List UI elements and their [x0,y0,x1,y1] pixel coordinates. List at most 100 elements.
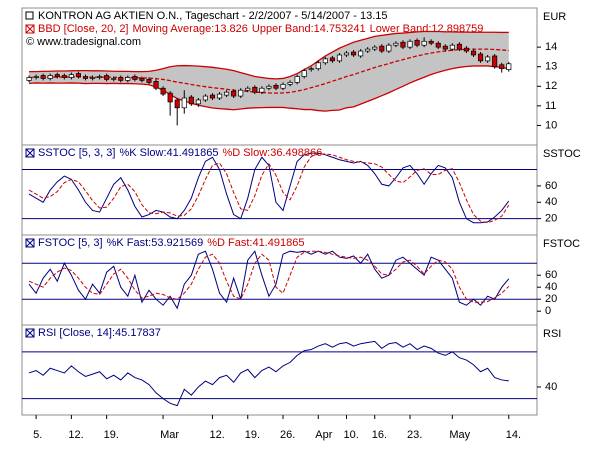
candle-body [245,87,251,91]
candle-body [68,74,74,78]
candle-body [97,76,103,78]
candle-body [470,50,477,56]
candle-body [167,92,173,103]
panel [21,234,538,326]
legend-indicator: RSI [Close, 14]:45.17837 [38,327,161,339]
series-line [28,250,510,310]
y-tick-label: 20 [545,213,557,225]
x-tick-label: 14. [506,429,521,441]
axis-label: SSTOC [543,148,581,160]
indicator-icon [25,148,35,158]
candle-body [54,74,60,77]
candle-body [153,81,159,89]
legend-entry: %D Slow:36.498866 [223,147,323,159]
series-line [28,153,510,224]
legend-entry: Moving Average:13.826 [133,23,248,35]
legend-indicator: SSTOC [5, 3, 3] [38,147,115,159]
candle-body [372,46,378,50]
panel [21,324,538,416]
legend: FSTOC [5, 3] %K Fast:53.921569 %D Fast:41.… [38,237,304,249]
legend: SSTOC [5, 3, 3] %K Slow:41.491865 %D Slow:… [38,147,322,159]
x-tick-label: May [449,429,470,441]
x-tick-label: 19. [104,429,119,441]
candle-body [139,78,145,81]
y-tick-label: 40 [545,381,557,393]
candle-body [181,97,187,109]
candle-body [386,44,392,52]
candle-body [195,99,201,105]
x-tick-label: 12. [68,429,83,441]
y-tick-label: 0 [545,305,551,317]
panel [21,144,538,236]
candle-body [33,76,39,78]
series-line [28,340,509,407]
candle-body [428,40,434,44]
y-tick-label: 20 [545,293,557,305]
candle-body [75,73,81,77]
candle-body [492,55,498,68]
x-tick-label: 16. [372,429,387,441]
candle-body [456,43,462,50]
candle-body [26,77,32,81]
candle-body [146,79,152,83]
candle-body [287,82,293,85]
candle-body [351,51,357,56]
y-tick-label: 40 [545,196,557,208]
candle-body [89,77,96,79]
candle-body [216,93,223,99]
candle-body [301,70,307,77]
candle-body [506,63,512,71]
title-icon [25,11,34,20]
candle-body [393,42,399,46]
candle-body [40,75,46,79]
indicator-icon [25,24,35,34]
y-tick-label: 60 [545,180,557,192]
candle-body [463,47,470,52]
candle-body [449,44,455,50]
candle-body [485,56,491,62]
y-tick-label: 10 [545,119,557,131]
y-tick-label: 14 [545,41,557,53]
indicator-icon [25,238,35,248]
band-line [29,30,509,80]
candle-body [407,40,413,48]
legend: RSI [Close, 14]:45.17837 [38,327,161,339]
candle-body [266,85,272,89]
y-tick-label: 12 [545,80,557,92]
candle-body [259,87,265,93]
y-tick-label: 40 [545,281,557,293]
candle-body [188,96,194,105]
x-tick-label: Mar [160,429,179,441]
plot-area [26,30,512,126]
candle-body [336,54,343,62]
candle-body [118,77,124,81]
y-tick-label: 11 [545,100,556,112]
legend: BBD [Close, 20, 2] Moving Average:13.826 U… [38,23,483,35]
axis-label: FSTOC [543,238,580,250]
candle-body [174,99,180,109]
indicator-icon [25,148,35,158]
candle-body [322,58,328,64]
candle-body [294,76,300,83]
x-tick-label: 5. [33,429,42,441]
candle-body [224,91,230,96]
legend-entry: %K Fast:53.921569 [107,237,204,249]
candle-body [379,45,385,52]
candle-body [202,95,208,101]
candle-body [365,48,371,52]
x-tick-label: 12. [209,429,224,441]
series-line [28,152,510,224]
candle-body [280,83,286,89]
candle-body [132,76,138,80]
candle-body [435,42,441,48]
y-tick-label: 13 [545,61,557,73]
y-tick-label: 60 [545,269,557,281]
x-tick-label: 26. [280,429,295,441]
series-line [28,250,510,303]
candle-body [499,64,505,70]
indicator-icon [25,24,35,34]
candle-body [414,39,420,46]
candle-body [421,40,427,46]
